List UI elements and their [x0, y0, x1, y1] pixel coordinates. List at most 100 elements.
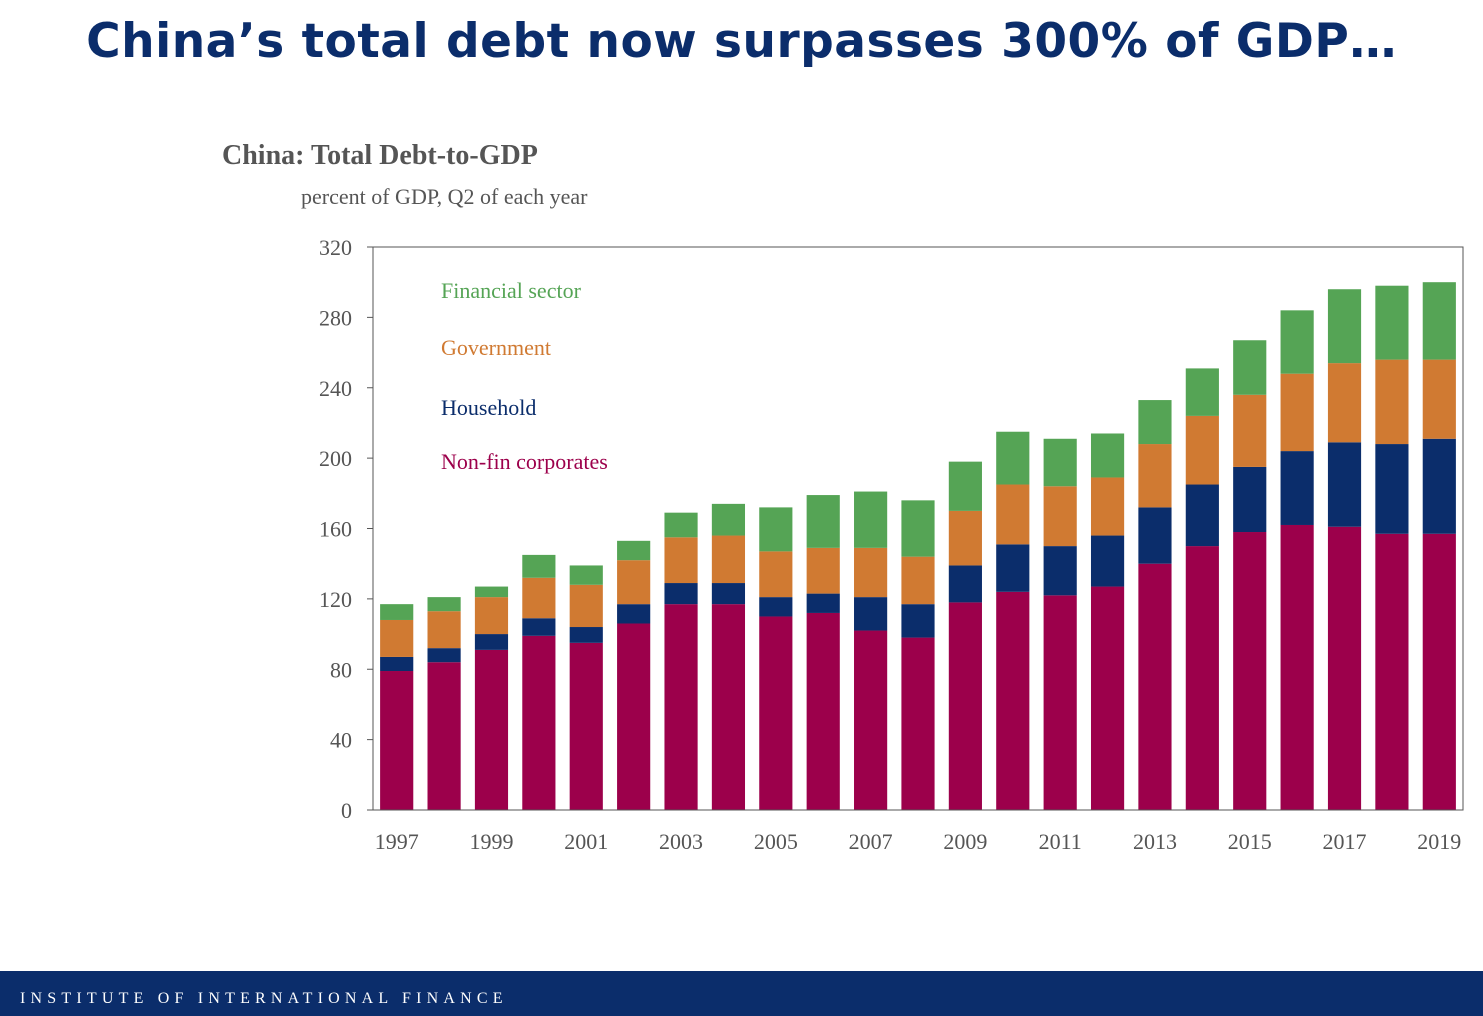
bar-financial-sector-1998: [427, 597, 461, 612]
bar-non-fin-corporates-2008: [901, 637, 935, 810]
bar-government-2002: [617, 560, 651, 605]
bar-non-fin-corporates-2007: [854, 630, 888, 810]
bar-household-2001: [569, 627, 603, 643]
bar-financial-sector-2013: [1138, 400, 1172, 445]
x-tick-label: 2011: [1039, 829, 1082, 854]
bar-financial-sector-2005: [759, 507, 793, 552]
slide-title: China’s total debt now surpasses 300% of…: [86, 14, 1397, 69]
y-tick-label: 120: [319, 587, 352, 612]
bar-household-2004: [711, 583, 746, 605]
bar-household-2016: [1280, 451, 1314, 525]
x-tick-label: 1997: [375, 829, 419, 854]
bar-financial-sector-2014: [1185, 368, 1219, 416]
bar-household-2013: [1138, 507, 1172, 564]
bars-layer: [380, 282, 1456, 810]
bar-non-fin-corporates-2017: [1327, 526, 1362, 810]
bar-household-2009: [948, 565, 982, 603]
y-tick-label: 240: [319, 376, 352, 401]
bar-financial-sector-2018: [1375, 285, 1409, 360]
y-tick-label: 0: [341, 798, 352, 823]
bar-government-2009: [948, 510, 982, 566]
bar-non-fin-corporates-2019: [1422, 533, 1456, 810]
bar-government-2012: [1090, 477, 1125, 536]
bar-household-2012: [1090, 535, 1125, 587]
bar-non-fin-corporates-2002: [617, 623, 651, 810]
bar-government-2019: [1422, 359, 1456, 439]
bar-non-fin-corporates-2010: [996, 591, 1030, 810]
bar-household-2017: [1327, 442, 1362, 527]
bar-non-fin-corporates-2001: [569, 642, 603, 810]
y-tick-label: 40: [330, 728, 352, 753]
bar-government-2007: [854, 547, 888, 598]
bar-financial-sector-2012: [1090, 433, 1125, 478]
bar-household-2010: [996, 544, 1030, 592]
stacked-bar-chart: 0 40 80 120 160 200 240 280 320 1997 1999 2001 2003…: [319, 235, 1464, 854]
y-tick-label: 80: [330, 657, 352, 682]
y-tick-label: 200: [319, 446, 352, 471]
bar-financial-sector-2016: [1280, 310, 1314, 374]
bar-financial-sector-2000: [522, 554, 556, 578]
bar-financial-sector-1999: [474, 586, 509, 598]
bar-non-fin-corporates-1999: [474, 649, 509, 810]
x-tick-label: 2009: [943, 829, 987, 854]
bar-non-fin-corporates-1998: [427, 662, 461, 810]
bar-household-2008: [901, 604, 935, 638]
x-tick-label: 2001: [564, 829, 608, 854]
bar-government-2001: [569, 584, 603, 628]
bar-government-2016: [1280, 373, 1314, 452]
bar-non-fin-corporates-2009: [948, 602, 982, 810]
bar-financial-sector-2007: [854, 491, 888, 548]
bar-household-2000: [522, 618, 556, 636]
bar-government-2018: [1375, 359, 1409, 445]
bar-financial-sector-2011: [1043, 438, 1077, 487]
x-tick-label: 2015: [1228, 829, 1272, 854]
x-axis: 1997 1999 2001 2003 2005 2007 2009 2011 2013 2015…: [375, 829, 1462, 854]
bar-financial-sector-2003: [664, 512, 698, 538]
bar-non-fin-corporates-2013: [1138, 563, 1172, 810]
footer-bar: INSTITUTE OF INTERNATIONAL FINANCE: [0, 971, 1483, 1016]
bar-non-fin-corporates-2006: [806, 612, 840, 810]
bar-financial-sector-2001: [569, 565, 603, 585]
bar-government-2004: [711, 535, 746, 584]
bar-non-fin-corporates-2012: [1090, 586, 1125, 810]
bar-household-2003: [664, 583, 698, 605]
bar-household-1999: [474, 634, 509, 650]
y-tick-label: 160: [319, 517, 352, 542]
legend-non-fin-corporates: Non-fin corporates: [441, 449, 608, 474]
bar-non-fin-corporates-2004: [711, 604, 746, 810]
bar-household-2018: [1375, 444, 1409, 534]
legend-government: Government: [441, 335, 551, 360]
bar-household-2002: [617, 604, 651, 624]
bar-government-2005: [759, 551, 793, 598]
bar-household-2015: [1233, 466, 1267, 533]
bar-household-1998: [427, 648, 461, 663]
chart-title: China: Total Debt-to-GDP: [222, 140, 538, 171]
bar-non-fin-corporates-2005: [759, 616, 793, 810]
bar-government-2013: [1138, 444, 1172, 508]
chart-subtitle: percent of GDP, Q2 of each year: [301, 184, 588, 209]
bar-financial-sector-2006: [806, 495, 840, 548]
bar-non-fin-corporates-2003: [664, 604, 698, 810]
bar-government-2006: [806, 547, 840, 594]
legend-financial-sector: Financial sector: [441, 278, 582, 303]
bar-non-fin-corporates-2015: [1233, 532, 1267, 810]
y-axis: 0 40 80 120 160 200 240 280 320: [319, 235, 373, 823]
bar-non-fin-corporates-2016: [1280, 524, 1314, 810]
x-tick-label: 2007: [849, 829, 893, 854]
bar-government-2000: [522, 577, 556, 619]
bar-household-2014: [1185, 484, 1219, 547]
bar-household-2005: [759, 597, 793, 617]
x-tick-label: 2005: [754, 829, 798, 854]
bar-financial-sector-2017: [1327, 289, 1362, 364]
bar-household-1997: [380, 656, 414, 671]
bar-financial-sector-2008: [901, 500, 935, 557]
bar-household-2006: [806, 593, 840, 613]
bar-government-1998: [427, 611, 461, 649]
x-tick-label: 2013: [1133, 829, 1177, 854]
bar-government-2010: [996, 484, 1030, 545]
x-tick-label: 2017: [1323, 829, 1367, 854]
bar-household-2011: [1043, 546, 1077, 596]
bar-non-fin-corporates-2014: [1185, 546, 1219, 810]
legend-household: Household: [441, 395, 536, 420]
bar-government-2014: [1185, 415, 1219, 485]
